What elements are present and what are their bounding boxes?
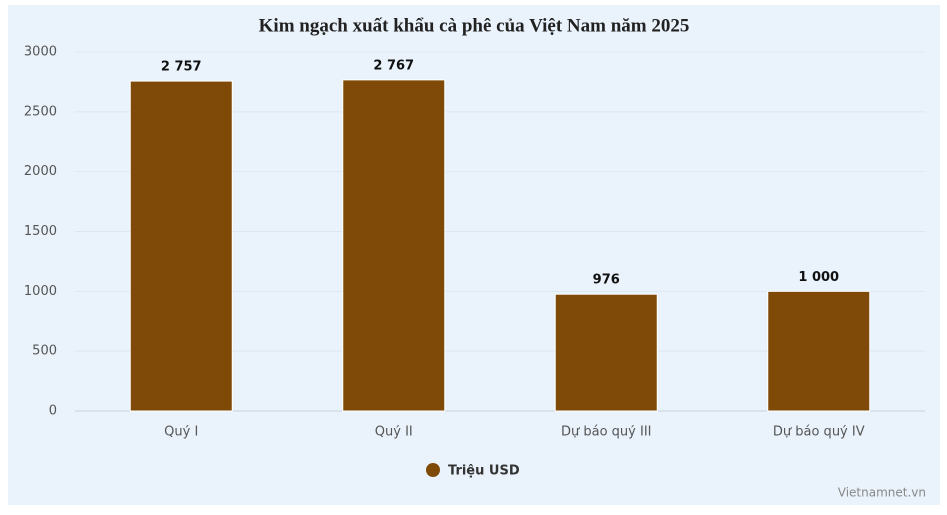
value-label: 2 757 bbox=[161, 60, 202, 75]
value-label: 1 000 bbox=[798, 270, 839, 285]
y-tick-label: 1000 bbox=[24, 284, 57, 299]
y-tick-label: 2000 bbox=[24, 164, 57, 179]
x-tick-label: Dự báo quý IV bbox=[773, 425, 865, 440]
x-tick-label: Dự báo quý III bbox=[561, 425, 652, 440]
bar bbox=[554, 293, 658, 412]
value-label: 2 767 bbox=[373, 58, 414, 73]
y-tick-label: 2500 bbox=[24, 104, 57, 119]
credit: Vietnamnet.vn bbox=[838, 486, 926, 500]
bar bbox=[342, 79, 446, 412]
y-tick-label: 0 bbox=[49, 404, 57, 419]
y-tick-label: 500 bbox=[32, 344, 57, 359]
bar bbox=[767, 290, 871, 412]
chart-title: Kim ngạch xuất khẩu cà phê của Việt Nam … bbox=[259, 15, 690, 36]
x-tick-label: Quý I bbox=[164, 425, 198, 440]
y-tick-label: 1500 bbox=[24, 224, 57, 239]
bar bbox=[129, 80, 233, 412]
legend-marker bbox=[426, 463, 440, 477]
y-tick-label: 3000 bbox=[24, 45, 57, 60]
legend-label: Triệu USD bbox=[448, 464, 520, 479]
value-label: 976 bbox=[593, 273, 620, 288]
x-tick-label: Quý II bbox=[375, 425, 413, 440]
